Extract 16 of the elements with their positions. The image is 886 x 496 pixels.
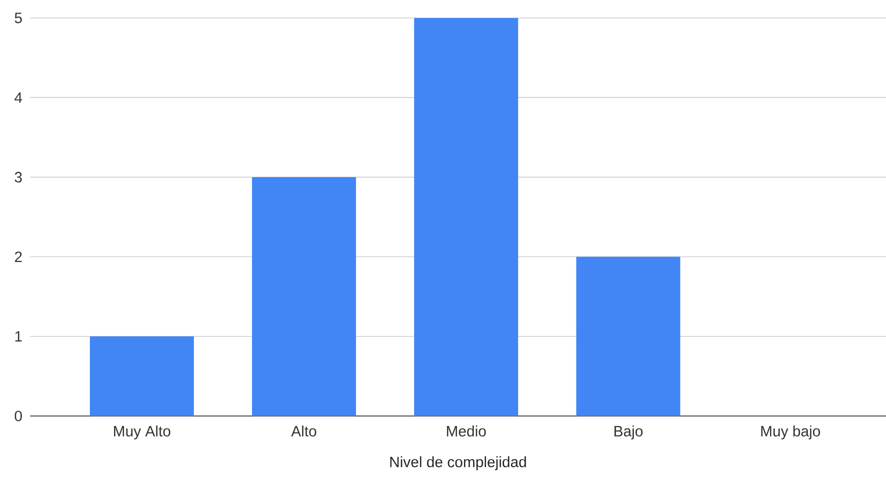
bar <box>90 336 194 416</box>
bar <box>252 177 356 416</box>
x-tick-label: Muy Alto <box>114 426 170 440</box>
y-tick-label: 3 <box>14 172 22 182</box>
x-tick-label: Muy bajo <box>761 426 820 440</box>
bar <box>414 18 518 416</box>
y-tick-label: 2 <box>14 252 22 262</box>
x-tick-label: Bajo <box>614 426 643 440</box>
y-tick-label: 1 <box>15 331 22 342</box>
bar <box>576 256 680 416</box>
y-tick-label: 5 <box>14 12 22 24</box>
x-tick-label: Medio <box>446 426 486 436</box>
y-tick-label: 4 <box>14 92 22 103</box>
x-axis-title: Nivel de complejidad <box>390 456 526 470</box>
x-tick-label: Alto <box>291 426 316 436</box>
y-tick-label: 0 <box>14 410 22 422</box>
